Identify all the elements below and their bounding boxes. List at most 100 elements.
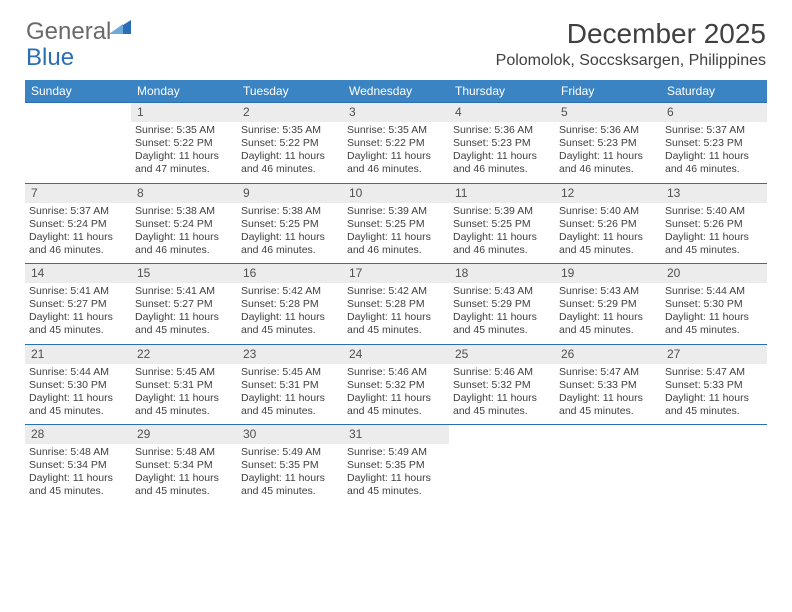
day-number: 11: [449, 183, 555, 203]
sunset-text: Sunset: 5:35 PM: [347, 459, 445, 472]
sunset-text: Sunset: 5:24 PM: [135, 218, 233, 231]
sunset-text: Sunset: 5:23 PM: [453, 137, 551, 150]
day-cell: Sunrise: 5:42 AMSunset: 5:28 PMDaylight:…: [343, 283, 449, 344]
sunset-text: Sunset: 5:33 PM: [559, 379, 657, 392]
daylight-text: Daylight: 11 hours and 45 minutes.: [29, 392, 127, 418]
daylight-text: Daylight: 11 hours and 45 minutes.: [241, 472, 339, 498]
logo-text-general: General: [26, 18, 111, 46]
day-details-row: Sunrise: 5:37 AMSunset: 5:24 PMDaylight:…: [25, 203, 767, 264]
day-cell: Sunrise: 5:46 AMSunset: 5:32 PMDaylight:…: [449, 364, 555, 425]
day-number: 5: [555, 103, 661, 123]
daylight-text: Daylight: 11 hours and 46 minutes.: [453, 150, 551, 176]
day-cell: Sunrise: 5:44 AMSunset: 5:30 PMDaylight:…: [25, 364, 131, 425]
daylight-text: Daylight: 11 hours and 45 minutes.: [665, 311, 763, 337]
sunrise-text: Sunrise: 5:42 AM: [347, 285, 445, 298]
sunset-text: Sunset: 5:25 PM: [241, 218, 339, 231]
sunset-text: Sunset: 5:34 PM: [135, 459, 233, 472]
day-number: 8: [131, 183, 237, 203]
day-cell: Sunrise: 5:35 AMSunset: 5:22 PMDaylight:…: [237, 122, 343, 183]
day-number-row: 21222324252627: [25, 344, 767, 364]
weekday-header-row: SundayMondayTuesdayWednesdayThursdayFrid…: [25, 80, 767, 103]
daylight-text: Daylight: 11 hours and 45 minutes.: [559, 231, 657, 257]
weekday-header: Thursday: [449, 80, 555, 103]
daylight-text: Daylight: 11 hours and 45 minutes.: [135, 311, 233, 337]
day-cell: Sunrise: 5:45 AMSunset: 5:31 PMDaylight:…: [237, 364, 343, 425]
sunrise-text: Sunrise: 5:44 AM: [29, 366, 127, 379]
day-details-row: Sunrise: 5:41 AMSunset: 5:27 PMDaylight:…: [25, 283, 767, 344]
daylight-text: Daylight: 11 hours and 45 minutes.: [347, 472, 445, 498]
sunrise-text: Sunrise: 5:42 AM: [241, 285, 339, 298]
sunrise-text: Sunrise: 5:35 AM: [347, 124, 445, 137]
day-cell: Sunrise: 5:41 AMSunset: 5:27 PMDaylight:…: [25, 283, 131, 344]
logo-triangle-icon: [109, 18, 131, 41]
sunset-text: Sunset: 5:26 PM: [559, 218, 657, 231]
day-cell: Sunrise: 5:37 AMSunset: 5:24 PMDaylight:…: [25, 203, 131, 264]
sunset-text: Sunset: 5:28 PM: [347, 298, 445, 311]
day-cell: Sunrise: 5:38 AMSunset: 5:25 PMDaylight:…: [237, 203, 343, 264]
day-cell: Sunrise: 5:41 AMSunset: 5:27 PMDaylight:…: [131, 283, 237, 344]
daylight-text: Daylight: 11 hours and 46 minutes.: [241, 150, 339, 176]
day-number: [25, 103, 131, 123]
day-number: 29: [131, 425, 237, 445]
day-number: 18: [449, 264, 555, 284]
day-cell: [661, 444, 767, 505]
daylight-text: Daylight: 11 hours and 45 minutes.: [453, 311, 551, 337]
day-number: 21: [25, 344, 131, 364]
day-number: 16: [237, 264, 343, 284]
day-number: 15: [131, 264, 237, 284]
day-number: 19: [555, 264, 661, 284]
daylight-text: Daylight: 11 hours and 45 minutes.: [347, 311, 445, 337]
daylight-text: Daylight: 11 hours and 46 minutes.: [347, 231, 445, 257]
sunrise-text: Sunrise: 5:49 AM: [241, 446, 339, 459]
day-number: 12: [555, 183, 661, 203]
daylight-text: Daylight: 11 hours and 46 minutes.: [453, 231, 551, 257]
sunset-text: Sunset: 5:30 PM: [29, 379, 127, 392]
sunset-text: Sunset: 5:22 PM: [241, 137, 339, 150]
day-number: [449, 425, 555, 445]
sunset-text: Sunset: 5:34 PM: [29, 459, 127, 472]
sunrise-text: Sunrise: 5:37 AM: [29, 205, 127, 218]
day-number-row: 28293031: [25, 425, 767, 445]
sunrise-text: Sunrise: 5:40 AM: [665, 205, 763, 218]
sunrise-text: Sunrise: 5:45 AM: [241, 366, 339, 379]
day-cell: Sunrise: 5:48 AMSunset: 5:34 PMDaylight:…: [25, 444, 131, 505]
day-cell: Sunrise: 5:40 AMSunset: 5:26 PMDaylight:…: [661, 203, 767, 264]
day-number: 26: [555, 344, 661, 364]
sunset-text: Sunset: 5:25 PM: [453, 218, 551, 231]
day-cell: Sunrise: 5:47 AMSunset: 5:33 PMDaylight:…: [661, 364, 767, 425]
day-cell: Sunrise: 5:40 AMSunset: 5:26 PMDaylight:…: [555, 203, 661, 264]
sunrise-text: Sunrise: 5:46 AM: [347, 366, 445, 379]
daylight-text: Daylight: 11 hours and 46 minutes.: [559, 150, 657, 176]
sunrise-text: Sunrise: 5:44 AM: [665, 285, 763, 298]
sunset-text: Sunset: 5:22 PM: [135, 137, 233, 150]
month-title: December 2025: [496, 18, 766, 50]
sunrise-text: Sunrise: 5:39 AM: [453, 205, 551, 218]
sunrise-text: Sunrise: 5:46 AM: [453, 366, 551, 379]
daylight-text: Daylight: 11 hours and 45 minutes.: [347, 392, 445, 418]
sunset-text: Sunset: 5:30 PM: [665, 298, 763, 311]
day-cell: Sunrise: 5:36 AMSunset: 5:23 PMDaylight:…: [449, 122, 555, 183]
day-cell: Sunrise: 5:49 AMSunset: 5:35 PMDaylight:…: [237, 444, 343, 505]
day-number: 2: [237, 103, 343, 123]
day-cell: Sunrise: 5:35 AMSunset: 5:22 PMDaylight:…: [343, 122, 449, 183]
sunrise-text: Sunrise: 5:40 AM: [559, 205, 657, 218]
location-text: Polomolok, Soccsksargen, Philippines: [496, 52, 766, 70]
sunrise-text: Sunrise: 5:47 AM: [559, 366, 657, 379]
sunset-text: Sunset: 5:22 PM: [347, 137, 445, 150]
sunrise-text: Sunrise: 5:37 AM: [665, 124, 763, 137]
sunset-text: Sunset: 5:25 PM: [347, 218, 445, 231]
sunset-text: Sunset: 5:31 PM: [241, 379, 339, 392]
daylight-text: Daylight: 11 hours and 45 minutes.: [453, 392, 551, 418]
calendar-table: SundayMondayTuesdayWednesdayThursdayFrid…: [25, 80, 767, 505]
day-number: 7: [25, 183, 131, 203]
sunrise-text: Sunrise: 5:45 AM: [135, 366, 233, 379]
day-number: 31: [343, 425, 449, 445]
day-cell: Sunrise: 5:43 AMSunset: 5:29 PMDaylight:…: [555, 283, 661, 344]
daylight-text: Daylight: 11 hours and 47 minutes.: [135, 150, 233, 176]
weekday-header: Sunday: [25, 80, 131, 103]
sunset-text: Sunset: 5:24 PM: [29, 218, 127, 231]
sunrise-text: Sunrise: 5:39 AM: [347, 205, 445, 218]
daylight-text: Daylight: 11 hours and 45 minutes.: [135, 392, 233, 418]
sunset-text: Sunset: 5:32 PM: [347, 379, 445, 392]
day-cell: Sunrise: 5:37 AMSunset: 5:23 PMDaylight:…: [661, 122, 767, 183]
